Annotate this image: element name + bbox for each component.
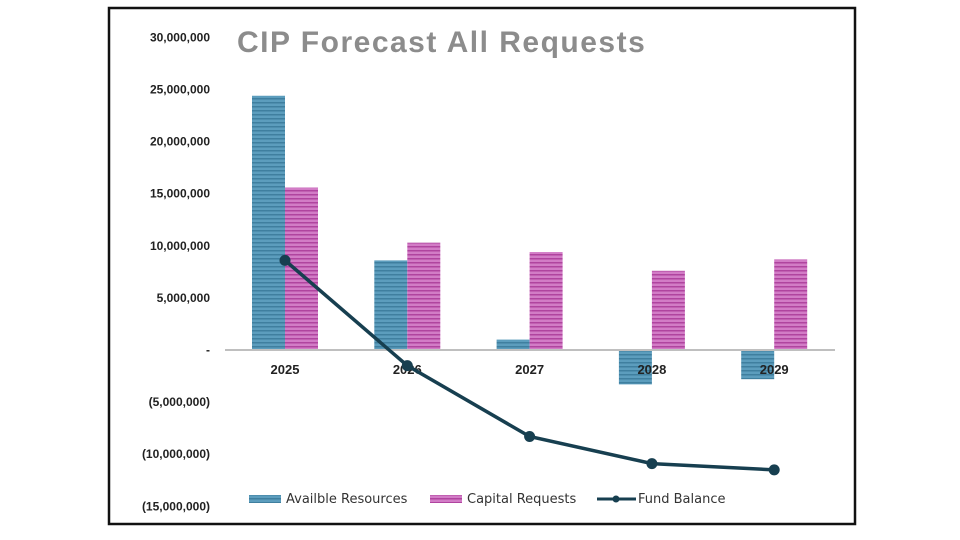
fund-balance-point-2026 — [401, 360, 413, 372]
y-tick-label: 15,000,000 — [150, 187, 210, 201]
y-tick-label: (5,000,000) — [149, 395, 210, 409]
bar-available-2026 — [374, 260, 408, 350]
fund-balance-point-2028 — [646, 458, 658, 470]
fund-balance-point-2027 — [524, 430, 536, 442]
bar-available-2027 — [496, 339, 530, 350]
fund-balance-point-2025 — [279, 254, 291, 266]
y-tick-label: 25,000,000 — [150, 83, 210, 97]
bar-capital-2028 — [651, 270, 685, 350]
legend-label-available: Availble Resources — [286, 492, 408, 507]
legend-swatch-capital — [430, 495, 462, 503]
bar-available-2028 — [618, 350, 652, 385]
chart-frame — [107, 6, 857, 526]
legend-swatch-available — [249, 495, 281, 503]
legend-marker-fund — [612, 495, 620, 503]
bar-capital-2025 — [285, 187, 318, 350]
chart-title: CIP Forecast All Requests — [237, 26, 646, 59]
legend-label-capital: Capital Requests — [467, 492, 577, 507]
x-tick-label: 2027 — [515, 362, 544, 377]
bar-available-2025 — [252, 95, 285, 350]
y-tick-label: 30,000,000 — [150, 30, 210, 44]
y-tick-label: (10,000,000) — [142, 447, 210, 461]
fund-balance-point-2029 — [768, 464, 780, 476]
bar-capital-2029 — [774, 259, 808, 350]
x-tick-label: 2029 — [760, 362, 789, 377]
legend-label-fund: Fund Balance — [638, 492, 725, 507]
y-tick-label: (15,000,000) — [142, 499, 210, 513]
y-tick-label: 20,000,000 — [150, 135, 210, 149]
bar-capital-2027 — [529, 252, 563, 350]
x-tick-label: 2025 — [271, 362, 300, 377]
y-tick-label: - — [206, 343, 210, 357]
y-tick-label: 5,000,000 — [157, 291, 211, 305]
legend: Availble Resources Capital Requests Fund… — [249, 492, 725, 507]
x-tick-label: 2028 — [637, 362, 666, 377]
bar-available-2029 — [741, 350, 775, 380]
y-tick-label: 10,000,000 — [150, 239, 210, 253]
bar-capital-2026 — [407, 242, 441, 350]
